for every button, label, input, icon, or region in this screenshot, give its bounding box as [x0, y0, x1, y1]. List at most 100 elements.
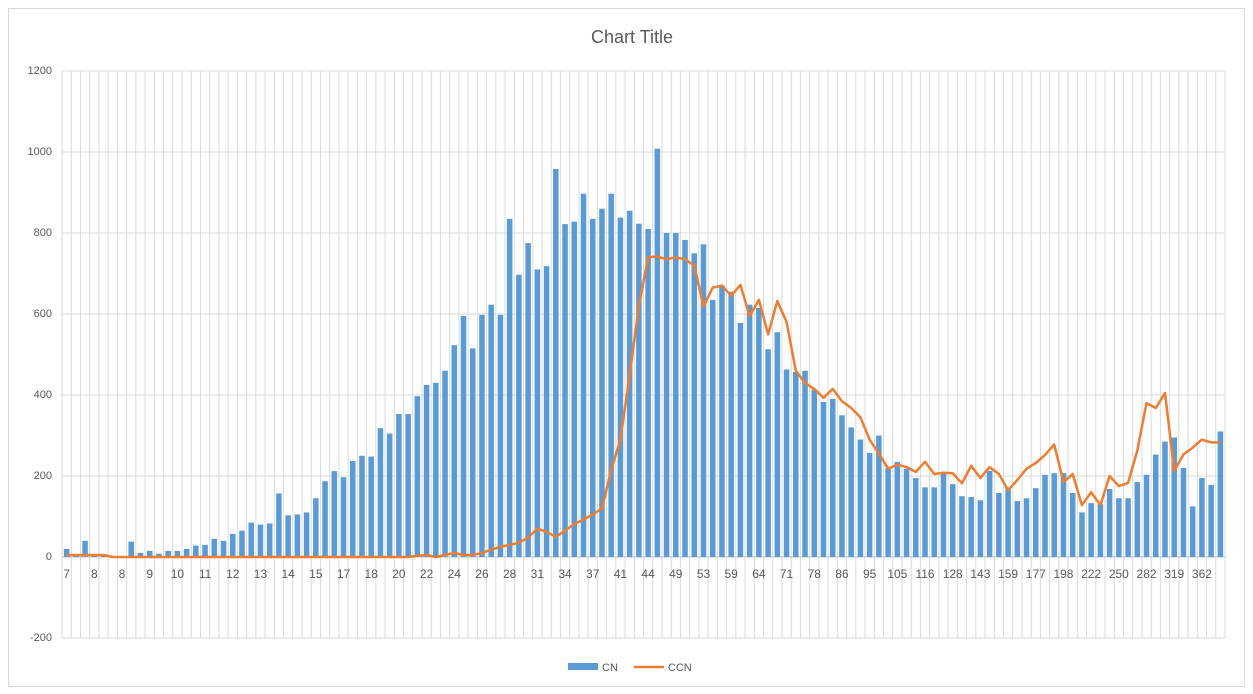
bar [248, 522, 254, 557]
bar [1106, 488, 1113, 557]
x-tick-label: 128 [943, 567, 963, 581]
bar [940, 471, 947, 557]
bar [137, 552, 144, 557]
x-tick-label: 14 [281, 567, 295, 581]
x-tick-label: 86 [835, 567, 849, 581]
bar [1199, 478, 1205, 557]
y-tick-label: 0 [46, 551, 52, 563]
bar [266, 523, 273, 557]
bar [82, 540, 88, 557]
bar [479, 314, 485, 557]
bar [977, 500, 984, 557]
bar [276, 493, 282, 557]
bar [783, 369, 790, 557]
bar [1060, 473, 1067, 557]
bar [709, 299, 716, 557]
bar [1180, 467, 1187, 557]
bar [451, 345, 458, 557]
bar [303, 512, 310, 557]
x-tick-label: 26 [475, 567, 489, 581]
bar [839, 415, 845, 557]
x-tick-label: 28 [503, 567, 517, 581]
bar [1069, 493, 1076, 557]
bar [91, 555, 98, 557]
bar [1014, 501, 1021, 557]
bar [63, 548, 70, 557]
x-tick-label: 222 [1081, 567, 1101, 581]
x-tick-label: 8 [91, 567, 98, 581]
x-tick-label: 282 [1137, 567, 1157, 581]
bar [442, 370, 448, 557]
x-tick-label: 10 [171, 567, 185, 581]
bar [793, 371, 799, 557]
x-tick-label: 159 [998, 567, 1018, 581]
bar [359, 455, 365, 557]
bar [460, 316, 467, 557]
bar [553, 169, 559, 557]
bar [1097, 504, 1104, 557]
x-tick-label: 95 [863, 567, 877, 581]
bar [525, 243, 531, 557]
bar [294, 514, 301, 557]
bar [903, 468, 910, 557]
x-tick-label: 8 [119, 567, 126, 581]
bar [608, 193, 614, 557]
x-tick-label: 7 [63, 567, 70, 581]
bar [313, 498, 319, 557]
bar [543, 266, 550, 557]
bar [894, 461, 901, 557]
bar [1033, 488, 1039, 557]
bar [691, 253, 698, 557]
x-tick-label: 37 [586, 567, 600, 581]
bar [636, 223, 642, 557]
bar [211, 538, 218, 557]
bar [405, 414, 411, 557]
bar [589, 218, 596, 557]
bar [423, 384, 430, 557]
bar [673, 233, 679, 557]
bar [414, 396, 421, 557]
x-tick-label: 24 [448, 567, 462, 581]
chart-frame [8, 8, 1245, 687]
x-tick-label: 59 [725, 567, 739, 581]
y-tick-label: 600 [34, 308, 52, 320]
bar [857, 439, 864, 557]
bar [931, 487, 938, 557]
y-tick-label: 200 [34, 470, 52, 482]
bar [1171, 437, 1178, 557]
bar [913, 478, 919, 557]
bar [1051, 473, 1058, 557]
bar [968, 497, 974, 557]
bar [202, 544, 208, 557]
bar [774, 332, 781, 557]
x-tick-label: 18 [365, 567, 379, 581]
bar [156, 553, 162, 557]
bar [1153, 454, 1159, 557]
bar [285, 515, 291, 557]
bar [257, 524, 264, 557]
bar [1023, 498, 1030, 557]
x-tick-label: 12 [226, 567, 240, 581]
x-tick-label: 53 [697, 567, 711, 581]
bar [719, 285, 725, 557]
x-tick-label: 319 [1164, 567, 1184, 581]
x-tick-label: 31 [531, 567, 545, 581]
chart-title: Chart Title [591, 27, 673, 47]
bar [737, 322, 744, 557]
bar [396, 414, 402, 557]
bar [829, 399, 836, 557]
bar [340, 477, 347, 557]
x-tick-label: 22 [420, 567, 434, 581]
x-tick-label: 9 [146, 567, 153, 581]
bar [331, 471, 338, 557]
bar [811, 389, 818, 557]
bar [174, 550, 181, 557]
bar [183, 548, 190, 557]
bar [959, 496, 965, 557]
bar [146, 550, 153, 557]
x-tick-label: 13 [254, 567, 268, 581]
bar [1162, 441, 1168, 557]
bar [562, 224, 568, 557]
bar [1116, 498, 1122, 557]
